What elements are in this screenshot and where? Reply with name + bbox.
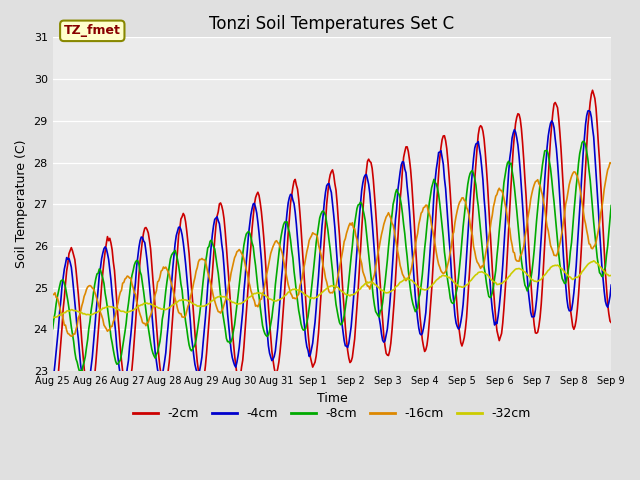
-8cm	[362, 228, 370, 234]
Legend: -2cm, -4cm, -8cm, -16cm, -32cm: -2cm, -4cm, -8cm, -16cm, -32cm	[128, 402, 536, 425]
-8cm	[607, 203, 615, 208]
-32cm	[460, 284, 467, 290]
-16cm	[607, 160, 615, 166]
-8cm	[389, 201, 397, 207]
-2cm	[284, 230, 292, 236]
-8cm	[285, 229, 293, 235]
-4cm	[285, 194, 293, 200]
-4cm	[389, 253, 397, 259]
-8cm	[579, 138, 587, 144]
Line: -2cm: -2cm	[52, 90, 611, 404]
-4cm	[49, 381, 56, 387]
-16cm	[389, 222, 397, 228]
-16cm	[460, 197, 468, 203]
-2cm	[49, 401, 56, 407]
-16cm	[362, 281, 370, 287]
X-axis label: Time: Time	[317, 392, 348, 405]
Title: Tonzi Soil Temperatures Set C: Tonzi Soil Temperatures Set C	[209, 15, 454, 33]
-16cm	[285, 286, 293, 291]
-16cm	[224, 289, 232, 295]
-8cm	[49, 326, 56, 332]
-32cm	[590, 258, 598, 264]
-2cm	[460, 339, 467, 345]
-8cm	[78, 369, 86, 374]
Text: TZ_fmet: TZ_fmet	[64, 24, 121, 37]
-2cm	[589, 87, 596, 93]
-32cm	[49, 315, 56, 321]
-2cm	[223, 244, 230, 250]
-4cm	[362, 172, 370, 178]
-4cm	[224, 311, 232, 316]
-32cm	[362, 281, 369, 287]
-32cm	[556, 264, 564, 270]
-16cm	[606, 160, 614, 166]
-32cm	[223, 295, 230, 300]
Line: -4cm: -4cm	[52, 111, 611, 392]
-4cm	[83, 389, 90, 395]
Line: -8cm: -8cm	[52, 141, 611, 372]
-8cm	[224, 339, 232, 345]
-2cm	[362, 180, 369, 186]
-2cm	[388, 327, 396, 333]
Line: -16cm: -16cm	[52, 163, 611, 336]
-4cm	[460, 287, 468, 292]
-2cm	[556, 130, 564, 136]
-8cm	[460, 213, 468, 219]
-8cm	[557, 269, 565, 275]
-32cm	[284, 289, 292, 295]
-4cm	[585, 108, 593, 114]
-4cm	[557, 216, 565, 222]
-4cm	[607, 282, 615, 288]
-32cm	[607, 273, 615, 278]
-2cm	[607, 320, 615, 325]
-32cm	[388, 288, 396, 293]
-16cm	[49, 291, 56, 297]
Y-axis label: Soil Temperature (C): Soil Temperature (C)	[15, 140, 28, 268]
-16cm	[67, 333, 75, 339]
Line: -32cm: -32cm	[52, 261, 611, 318]
-16cm	[557, 235, 565, 240]
